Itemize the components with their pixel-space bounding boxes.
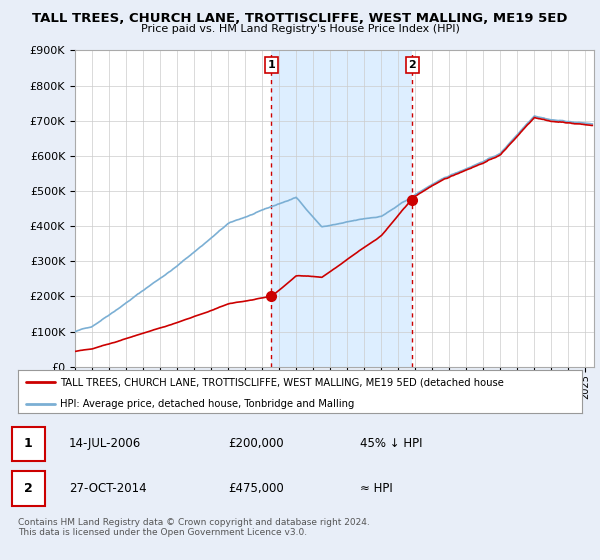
Text: Price paid vs. HM Land Registry's House Price Index (HPI): Price paid vs. HM Land Registry's House …: [140, 24, 460, 34]
Text: 2: 2: [409, 60, 416, 70]
Text: 2: 2: [24, 482, 32, 495]
Text: TALL TREES, CHURCH LANE, TROTTISCLIFFE, WEST MALLING, ME19 5ED (detached house: TALL TREES, CHURCH LANE, TROTTISCLIFFE, …: [60, 377, 504, 387]
Text: HPI: Average price, detached house, Tonbridge and Malling: HPI: Average price, detached house, Tonb…: [60, 399, 355, 409]
Text: £475,000: £475,000: [228, 482, 284, 495]
FancyBboxPatch shape: [12, 427, 45, 461]
FancyBboxPatch shape: [12, 472, 45, 506]
Text: 27-OCT-2014: 27-OCT-2014: [69, 482, 146, 495]
Text: ≈ HPI: ≈ HPI: [360, 482, 393, 495]
Text: Contains HM Land Registry data © Crown copyright and database right 2024.
This d: Contains HM Land Registry data © Crown c…: [18, 518, 370, 538]
Text: 1: 1: [24, 437, 32, 450]
Text: TALL TREES, CHURCH LANE, TROTTISCLIFFE, WEST MALLING, ME19 5ED: TALL TREES, CHURCH LANE, TROTTISCLIFFE, …: [32, 12, 568, 25]
Bar: [271, 50, 412, 367]
Text: £200,000: £200,000: [228, 437, 284, 450]
Text: 14-JUL-2006: 14-JUL-2006: [69, 437, 141, 450]
Text: 45% ↓ HPI: 45% ↓ HPI: [360, 437, 422, 450]
Text: 1: 1: [268, 60, 275, 70]
